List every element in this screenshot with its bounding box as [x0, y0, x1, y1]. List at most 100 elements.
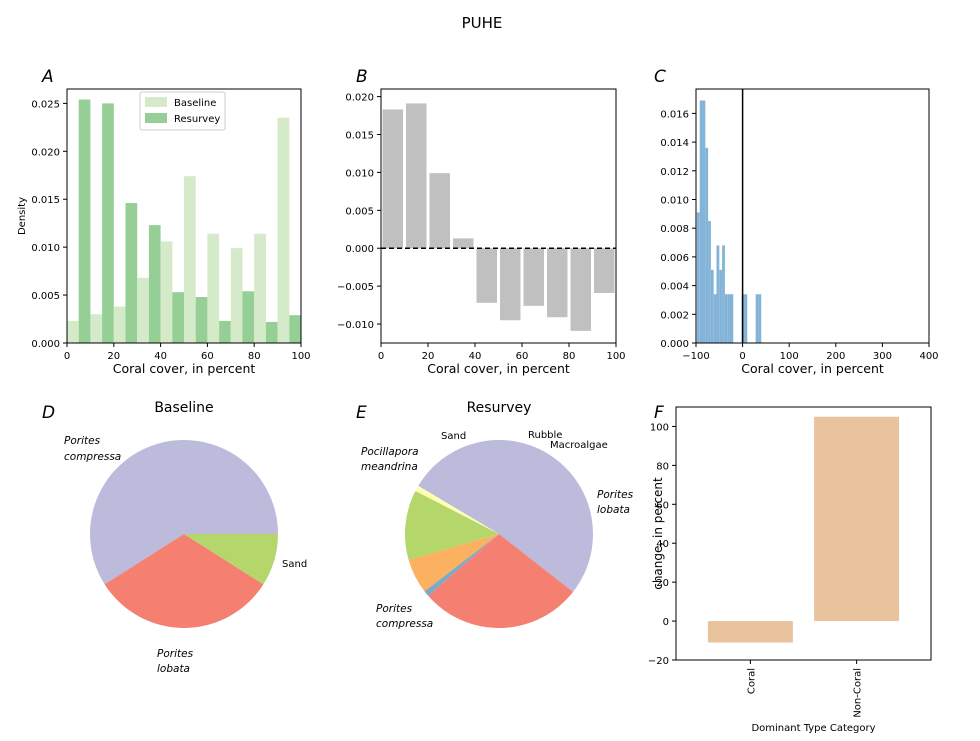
y-tick-label-b: 0.005 [345, 206, 374, 217]
pie-slice-porites-compressa [418, 439, 594, 592]
bar-change [716, 245, 720, 343]
x-tick-label-a: 20 [107, 351, 120, 362]
bar-change [699, 100, 703, 343]
bar-difference [382, 109, 403, 249]
pie-label-macroalgae: Macroalgae [550, 440, 608, 451]
bar-category-coral [707, 621, 793, 643]
x-tick-label-a: 0 [64, 351, 70, 362]
axes-frame-b [380, 88, 617, 344]
pie-slice-porites-lobata [104, 534, 264, 628]
bar-change [705, 147, 709, 343]
y-tick-label-f: 100 [650, 422, 669, 433]
bar-resurvey [265, 321, 278, 343]
x-tick-label-b: 100 [606, 351, 625, 362]
pie-label-porites-lobata: lobata [597, 504, 630, 516]
y-tick-label-a: 0.020 [31, 147, 60, 158]
bar-baseline [90, 314, 103, 343]
y-tick-label-a: 0.015 [31, 195, 60, 206]
panel-letter-c: C [654, 67, 666, 87]
pie-label-porites-lobata: Porites [597, 489, 634, 501]
y-axis-label-a: Density [17, 197, 28, 235]
bar-baseline [160, 241, 173, 343]
y-tick-label-c: 0.012 [660, 167, 689, 178]
bar-change [702, 100, 706, 343]
y-tick-label-f: 20 [656, 578, 669, 589]
y-tick-label-f: 0 [663, 617, 669, 628]
x-tick-label-f: Non-Coral [853, 668, 864, 718]
pie-label-sand: Sand [441, 431, 466, 442]
y-tick-label-c: 0.002 [660, 310, 689, 321]
bar-change [724, 294, 728, 343]
y-tick-label-a: 0.005 [31, 291, 60, 302]
x-tick-label-a: 40 [154, 351, 167, 362]
bar-change [758, 294, 762, 343]
bar-difference [476, 248, 497, 303]
bar-difference [594, 248, 615, 293]
pie-label-sand: Sand [282, 559, 307, 570]
bar-change [744, 294, 748, 343]
y-tick-label-a: 0.000 [31, 339, 60, 350]
bar-resurvey [219, 320, 231, 343]
axes-frame-f [675, 406, 932, 661]
bar-resurvey [242, 291, 255, 343]
x-tick-label-c: 0 [739, 351, 745, 362]
x-tick-label-b: 0 [378, 351, 384, 362]
y-tick-label-f: 60 [656, 500, 669, 511]
y-tick-label-b: 0.015 [345, 130, 374, 141]
bar-change [713, 294, 717, 343]
bar-change [727, 294, 731, 343]
bar-resurvey [102, 103, 114, 344]
bar-difference [500, 248, 521, 321]
pie-label-porites-compressa: Porites [64, 435, 101, 447]
legend-a: Baseline Resurvey [139, 91, 226, 131]
x-tick-label-b: 40 [469, 351, 482, 362]
y-tick-label-c: 0.010 [660, 195, 689, 206]
x-tick-label-a: 60 [201, 351, 214, 362]
y-tick-label-a: 0.010 [31, 243, 60, 254]
bar-change [755, 294, 759, 343]
x-tick-label-c: 100 [780, 351, 799, 362]
pie-label-pocillapora-meandrina: meandrina [361, 461, 418, 473]
pie-title-d: Baseline [154, 400, 213, 416]
x-axis-label-f: Dominant Type Category [751, 723, 875, 734]
bar-change [696, 212, 700, 343]
pie-slice-sand [184, 534, 278, 585]
bar-difference [547, 248, 568, 318]
panel-letter-f: F [654, 403, 664, 423]
legend-label-resurvey: Resurvey [174, 114, 220, 125]
pie-title-e: Resurvey [467, 400, 532, 416]
pie-label-porites-compressa: compressa [376, 618, 433, 630]
bar-baseline [184, 176, 196, 343]
y-tick-label-b: 0.010 [345, 168, 374, 179]
pie-slice-rubble [408, 534, 499, 592]
figure-title: PUHE [462, 14, 503, 32]
bar-difference [570, 248, 591, 331]
y-tick-label-f: 40 [656, 539, 669, 550]
y-tick-label-f: 80 [656, 461, 669, 472]
y-tick-label-c: 0.004 [660, 282, 689, 293]
axes-frame-c [695, 88, 930, 344]
bar-change [719, 269, 723, 343]
x-tick-label-c: 200 [826, 351, 845, 362]
y-axis-label-f: change, in percent [651, 477, 665, 590]
bar-difference [429, 173, 450, 249]
bar-change [710, 269, 714, 343]
pie-label-porites-lobata: Porites [157, 648, 194, 660]
y-tick-label-f: −20 [648, 656, 669, 667]
bar-change [730, 294, 734, 343]
bar-resurvey [289, 315, 301, 343]
x-axis-label-c: Coral cover, in percent [741, 361, 884, 376]
panel-letter-e: E [356, 403, 367, 423]
bar-resurvey [78, 99, 91, 343]
pie-label-porites-compressa: Porites [376, 603, 413, 615]
x-tick-label-c: 300 [873, 351, 892, 362]
pie-slice-porites-compressa [89, 439, 278, 585]
panel-letter-b: B [356, 67, 368, 87]
bar-resurvey [195, 296, 208, 343]
pie-slice-macroalgae [424, 534, 499, 596]
legend-label-baseline: Baseline [174, 98, 216, 109]
y-tick-label-b: 0.020 [345, 93, 374, 104]
y-tick-label-b: 0.000 [345, 244, 374, 255]
bar-change [708, 221, 711, 343]
